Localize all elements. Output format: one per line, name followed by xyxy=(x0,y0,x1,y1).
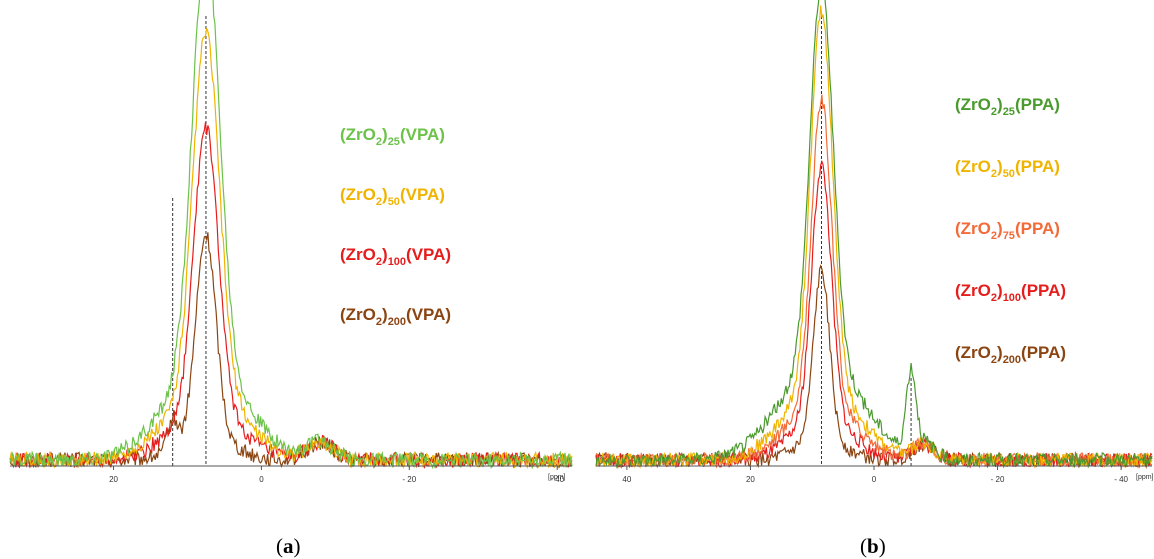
x-ticks-a: 20 0 - 20 - 40 xyxy=(109,466,565,484)
legend-entry: (ZrO2)50(PPA) xyxy=(955,157,1060,180)
series-line xyxy=(595,5,1153,469)
series-line xyxy=(9,0,573,470)
panel-label-a: (a) xyxy=(276,534,301,558)
legend-entry: (ZrO2)100(PPA) xyxy=(955,281,1066,304)
series-line xyxy=(595,94,1153,469)
legend-entry: (ZrO2)50(VPA) xyxy=(340,185,445,208)
x-tick-label: - 40 xyxy=(1114,475,1128,484)
legend-b: (ZrO2)25(PPA) (ZrO2)50(PPA) (ZrO2)75(PPA) (… xyxy=(955,95,1066,366)
series-line xyxy=(9,122,573,469)
series-line xyxy=(9,232,573,469)
x-tick-label: - 20 xyxy=(402,475,416,484)
x-tick-label: - 40 xyxy=(550,475,564,484)
x-tick-label: 40 xyxy=(622,475,631,484)
reference-lines-b xyxy=(820,16,912,466)
x-unit-label-a: [ppm] xyxy=(548,474,566,481)
legend-entry: (ZrO2)25(PPA) xyxy=(955,95,1060,118)
series-lines-a xyxy=(9,0,573,470)
series-line xyxy=(595,264,1153,470)
series-lines-b xyxy=(595,0,1153,470)
reference-lines-a xyxy=(172,16,207,466)
legend-entry: (ZrO2)25(VPA) xyxy=(340,125,445,148)
legend-entry: (ZrO2)100(VPA) xyxy=(340,245,451,268)
x-ticks-b: 40 20 0 - 20 - 40 xyxy=(622,466,1129,484)
x-tick-label: 20 xyxy=(746,475,755,484)
legend-entry: (ZrO2)75(PPA) xyxy=(955,219,1060,242)
panel-label-b: (b) xyxy=(860,534,886,558)
chart-panel-b: 40 20 0 - 20 - 40 [ppm] (ZrO2)25(PPA) (ZrO2)5… xyxy=(595,0,1154,558)
x-tick-label: - 20 xyxy=(991,475,1005,484)
x-tick-label: 0 xyxy=(872,475,877,484)
x-unit-label-b: [ppm] xyxy=(1136,474,1154,481)
x-tick-label: 20 xyxy=(109,475,118,484)
panel-label-a-letter: a xyxy=(283,534,294,558)
panel-label-b-letter: b xyxy=(867,534,879,558)
legend-a: (ZrO2)25(VPA) (ZrO2)50(VPA) (ZrO2)100(VPA)… xyxy=(340,125,451,328)
legend-entry: (ZrO2)200(PPA) xyxy=(955,343,1066,366)
chart-panel-a: 20 0 - 20 - 40 [ppm] (ZrO2)25(VPA) (ZrO2)50(… xyxy=(9,0,573,558)
series-line xyxy=(9,28,573,469)
x-tick-label: 0 xyxy=(259,475,264,484)
series-line xyxy=(595,0,1153,470)
legend-entry: (ZrO2)200(VPA) xyxy=(340,305,451,328)
